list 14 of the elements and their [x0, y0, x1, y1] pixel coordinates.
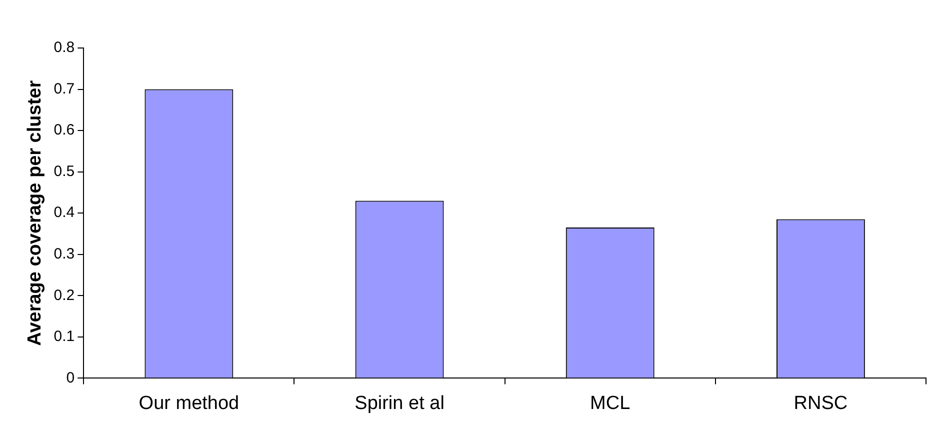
y-tick-label: 0.5: [54, 162, 75, 180]
y-tick-label: 0.6: [54, 122, 75, 139]
y-tick-label: 0.7: [54, 80, 75, 98]
x-tick-label: Spirin et al: [354, 392, 444, 414]
y-tick-label: 0: [66, 369, 75, 386]
y-tick-label: 0.3: [54, 246, 75, 263]
x-tick-label: Our method: [138, 392, 240, 414]
y-tick-label: 0.2: [54, 286, 75, 304]
y-tick-label: 0.4: [54, 204, 75, 222]
y-tick-label: 0.1: [54, 328, 75, 346]
y-axis-title: Average coverage per cluster: [24, 80, 46, 346]
x-tick-label: RNSC: [794, 392, 848, 414]
y-tick-label: 0.8: [54, 39, 75, 56]
x-tick-label: MCL: [590, 392, 630, 414]
